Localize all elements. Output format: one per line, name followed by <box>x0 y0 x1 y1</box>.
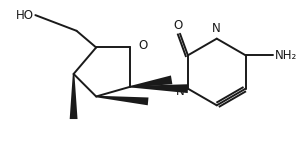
Polygon shape <box>70 74 78 119</box>
Polygon shape <box>96 96 148 105</box>
Polygon shape <box>131 84 188 93</box>
Text: NH₂: NH₂ <box>275 49 297 62</box>
Text: HO: HO <box>15 9 33 22</box>
Polygon shape <box>130 75 172 87</box>
Text: O: O <box>138 39 148 52</box>
Text: O: O <box>173 19 183 32</box>
Text: N: N <box>213 22 221 35</box>
Text: N: N <box>176 85 184 98</box>
